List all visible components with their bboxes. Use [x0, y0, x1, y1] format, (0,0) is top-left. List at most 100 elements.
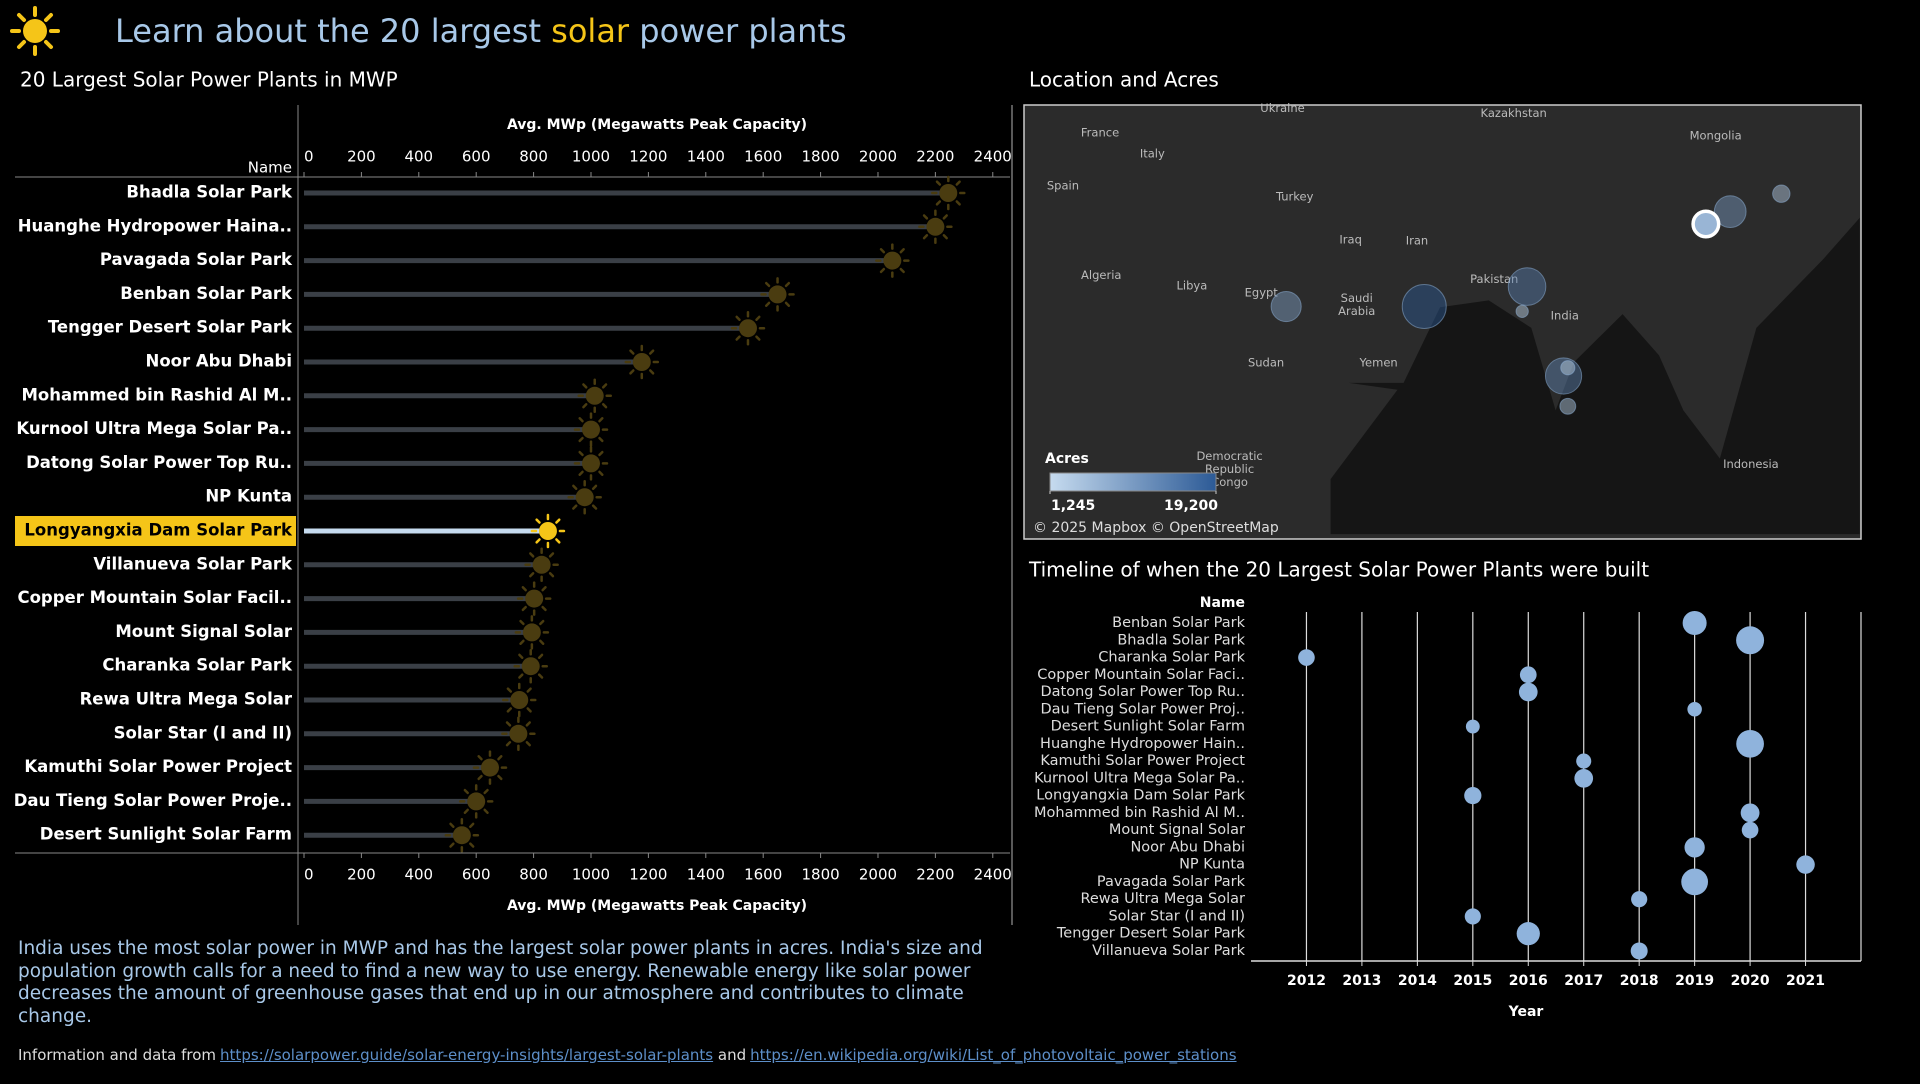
sun-ray: [483, 808, 489, 814]
x-tick-label: 1600: [744, 148, 782, 166]
category-label: NP Kunta: [1179, 857, 1245, 873]
x-tick-label: 1800: [801, 148, 839, 166]
sun-ray: [518, 653, 524, 659]
map-bubble: [1713, 195, 1747, 228]
map-label: Kazakhstan: [1481, 106, 1547, 120]
sun-ray: [555, 518, 561, 524]
x-tick-label: 2018: [1620, 973, 1659, 989]
description: India uses the most solar power in MWP a…: [18, 938, 983, 1027]
sun-ray: [942, 214, 948, 220]
sun-ray: [505, 741, 512, 747]
sun-ray: [755, 335, 761, 341]
sun-ray: [955, 180, 961, 186]
map-label: Ukraine: [1260, 101, 1304, 115]
category-label: Mount Signal Solar: [1109, 822, 1245, 838]
category-label: Solar Star (I and II): [114, 723, 292, 742]
sun-ray: [497, 774, 503, 781]
map-label: Iraq: [1339, 232, 1361, 246]
timeline-dot: [1464, 786, 1482, 805]
category-label: Charanka Solar Park: [102, 656, 293, 675]
category-label: Bhadla Solar Park: [126, 183, 293, 202]
sun-core: [926, 217, 945, 236]
x-tick-label: 200: [347, 866, 376, 884]
sun-core: [575, 488, 594, 507]
category-label: Mohammed bin Rashid Al M..: [22, 385, 292, 404]
x-tick-label: 2017: [1564, 973, 1603, 989]
lollipop-head: [472, 750, 508, 785]
timeline-dot: [1740, 803, 1760, 823]
sun-ray: [469, 822, 475, 828]
category-label: Tengger Desert Solar Park: [1056, 926, 1246, 942]
x-tick-label: 2016: [1509, 973, 1548, 989]
category-label: Kurnool Ultra Mega Solar Pa..: [1034, 770, 1245, 786]
sun-ray: [537, 653, 544, 659]
map-label: Iran: [1406, 234, 1428, 248]
timeline-dot: [1518, 682, 1538, 702]
sun-ray: [541, 586, 547, 592]
map-label: Algeria: [1081, 268, 1121, 282]
sun-ray: [477, 755, 483, 761]
sun-ray: [935, 200, 942, 206]
sun-ray: [449, 822, 455, 828]
lollipop-head: [573, 446, 609, 481]
sun-ray: [521, 586, 527, 592]
legend-tick-label: 1,245: [1051, 498, 1095, 514]
category-label: Rewa Ultra Mega Solar: [1080, 891, 1245, 907]
sun-ray: [555, 538, 561, 544]
chart-title: Timeline of when the 20 Largest Solar Po…: [1028, 558, 1649, 582]
map-attribution: © 2025 Mapbox © OpenStreetMap: [1033, 520, 1279, 536]
category-label: Longyangxia Dam Solar Park: [1036, 788, 1245, 804]
sun-ray: [942, 234, 948, 240]
sun-ray: [784, 281, 791, 288]
map-label: Sudan: [1248, 355, 1284, 369]
x-tick-label: 1200: [629, 866, 667, 884]
x-tick-label: 0: [304, 866, 314, 884]
source-link[interactable]: https://solarpower.guide/solar-energy-in…: [220, 1046, 714, 1064]
x-tick-label: 2021: [1786, 973, 1825, 989]
map-label: Arabia: [1338, 304, 1375, 318]
sun-ray: [935, 180, 942, 186]
category-label: Benban Solar Park: [120, 284, 293, 303]
x-tick-label: 1400: [687, 866, 725, 884]
lollipop-head: [516, 581, 552, 616]
footer-text: Information and data from: [18, 1046, 217, 1064]
x-tick-label: 2000: [859, 148, 897, 166]
x-tick-label: 400: [404, 866, 433, 884]
legend-colorbar: [1049, 472, 1217, 492]
x-tick-label: 1000: [572, 148, 610, 166]
title-part: power plants: [639, 12, 846, 50]
lollipop-head: [577, 378, 612, 414]
sun-ray: [755, 315, 761, 321]
map-bubble: [1544, 357, 1583, 395]
sun-ray: [548, 552, 555, 558]
sun-ray: [764, 281, 771, 288]
sun-core: [538, 522, 557, 540]
category-label: Noor Abu Dhabi: [146, 352, 292, 371]
sun-ray: [526, 687, 532, 693]
x-tick-label: 2014: [1398, 973, 1437, 989]
x-tick-label: 2200: [916, 866, 954, 884]
sun-ray: [572, 504, 578, 510]
category-label: Huanghe Hydropower Hain..: [1040, 736, 1245, 752]
sun-ray: [955, 200, 961, 206]
category-label: Solar Star (I and II): [1108, 908, 1245, 924]
source-link[interactable]: https://en.wikipedia.org/wiki/List_of_ph…: [750, 1046, 1237, 1064]
x-tick-label: 1200: [629, 148, 667, 166]
map-label: Pakistan: [1470, 272, 1518, 286]
map-label: Saudi: [1341, 291, 1373, 305]
x-tick-label: 2400: [974, 866, 1012, 884]
map-bubble: [1772, 184, 1791, 203]
timeline-dot: [1796, 855, 1815, 874]
category-label: Pavagada Solar Park: [100, 250, 293, 269]
sun-ray: [922, 214, 929, 220]
timeline-dot: [1736, 626, 1765, 655]
sun-ray: [541, 605, 547, 612]
map-label: Congo: [1211, 475, 1248, 489]
timeline-dot: [1684, 837, 1705, 858]
category-label: Pavagada Solar Park: [1097, 874, 1246, 890]
sun-ray: [519, 619, 525, 626]
sun-core: [632, 353, 651, 371]
sun-ray: [598, 436, 604, 443]
x-tick-label: 1600: [744, 866, 782, 884]
